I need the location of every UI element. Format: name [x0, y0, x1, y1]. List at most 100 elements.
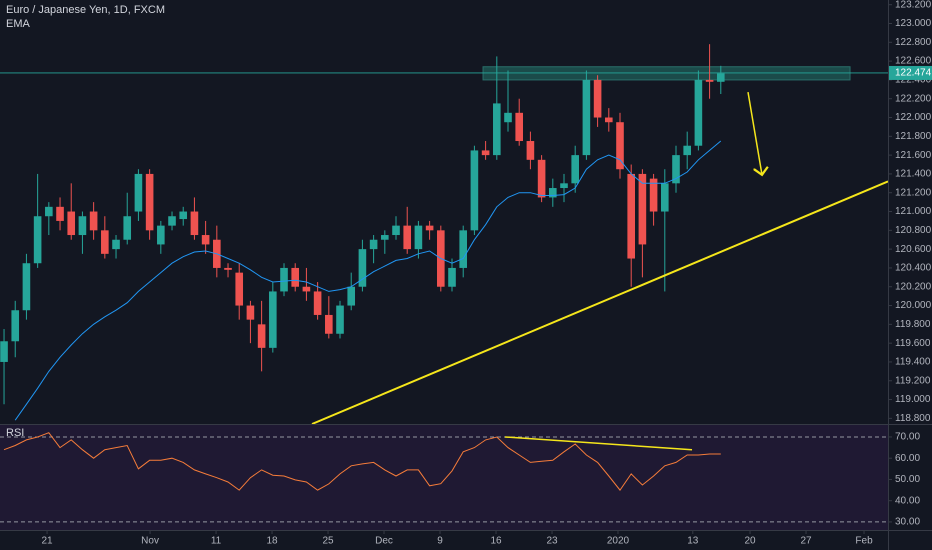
y-tick-label: 40.00 — [895, 495, 920, 506]
candle-body — [101, 230, 109, 254]
y-tick-label: 120.200 — [895, 281, 932, 292]
price-pane — [0, 44, 888, 424]
x-tick-label: 23 — [546, 536, 558, 547]
candle-body — [627, 173, 635, 259]
candle-body — [582, 79, 591, 156]
y-tick-label: 119.800 — [895, 319, 931, 330]
candle-body — [291, 267, 300, 287]
x-tick-label: Dec — [375, 536, 393, 547]
y-tick-label: 119.200 — [895, 375, 931, 386]
y-tick-label: 30.00 — [895, 517, 920, 528]
chart-title: Euro / Japanese Yen, 1D, FXCM — [6, 4, 165, 16]
candle-body — [123, 216, 132, 240]
y-tick-label: 120.800 — [895, 225, 932, 236]
candle-body — [649, 178, 658, 212]
candle-body — [45, 206, 53, 217]
candle-body — [526, 141, 535, 160]
y-tick-label: 121.000 — [895, 206, 932, 217]
candle-body — [504, 112, 512, 123]
x-tick-label: 27 — [800, 536, 812, 547]
candle-body — [145, 173, 154, 231]
x-tick-label: 21 — [41, 536, 53, 547]
y-tick-label: 122.000 — [895, 112, 932, 123]
candle-body — [11, 310, 20, 342]
candle-body — [537, 159, 546, 198]
candle-body — [302, 286, 311, 292]
candle-body — [0, 341, 8, 362]
candle-body — [67, 211, 76, 236]
x-tick-label: 13 — [687, 536, 699, 547]
candle-body — [593, 79, 602, 118]
candle-body — [56, 206, 64, 221]
candle-body — [157, 225, 165, 245]
candle-body — [448, 267, 456, 287]
candle-body — [112, 239, 120, 250]
candle-body — [694, 79, 703, 146]
candle-body — [22, 263, 31, 311]
candle-body — [470, 150, 479, 231]
y-tick-label: 120.600 — [895, 244, 932, 255]
candle-body — [403, 225, 412, 250]
y-tick-label: 121.200 — [895, 187, 932, 198]
x-tick-label: 11 — [211, 536, 222, 547]
candle-body — [347, 286, 356, 306]
candle-body — [683, 145, 691, 156]
y-tick-label: 123.200 — [895, 0, 932, 10]
candle-body — [168, 216, 176, 226]
candle-body — [246, 305, 255, 320]
candle-body — [313, 291, 322, 315]
candle-body — [549, 188, 557, 198]
x-tick-label: Feb — [855, 536, 873, 547]
rsi-pane — [0, 424, 888, 530]
trend-line — [311, 180, 888, 424]
y-tick-label: 122.800 — [895, 37, 932, 48]
arrow — [747, 92, 762, 175]
candle-body — [571, 155, 580, 184]
candle-body — [336, 305, 344, 334]
y-tick-label: 122.400 — [895, 75, 932, 86]
candle-body — [560, 183, 568, 189]
y-tick-label: 120.400 — [895, 263, 932, 274]
divergence-line — [504, 436, 693, 451]
y-tick-label: 50.00 — [895, 474, 920, 485]
last-price-label: 122.474 — [895, 68, 932, 79]
y-tick-label: 120.000 — [895, 300, 932, 311]
y-tick-label: 122.200 — [895, 93, 932, 104]
candle-body — [604, 117, 613, 123]
candle-body — [493, 103, 501, 156]
rsi-title: RSI — [6, 427, 24, 439]
candle-body — [190, 211, 199, 236]
x-tick-label: 16 — [490, 536, 502, 547]
candle-body — [33, 216, 42, 264]
candle-body — [280, 267, 288, 292]
candle-body — [257, 324, 266, 348]
y-tick-label: 121.600 — [895, 150, 932, 161]
y-tick-label: 119.400 — [895, 357, 931, 368]
candle-body — [78, 216, 87, 236]
y-tick-label: 118.800 — [895, 413, 931, 424]
candle-body — [369, 239, 378, 250]
candle-body — [616, 122, 624, 170]
x-tick-label: 2020 — [607, 536, 630, 547]
y-tick-label: 119.000 — [895, 394, 931, 405]
y-tick-label: 121.400 — [895, 169, 932, 180]
rsi-plot — [0, 432, 888, 523]
candle-body — [201, 235, 210, 245]
last-price-tag — [889, 65, 932, 80]
y-tick-label: 60.00 — [895, 453, 920, 464]
y-tick-label: 70.00 — [895, 432, 920, 443]
ema-line — [14, 140, 722, 421]
candle-body — [481, 150, 490, 156]
x-tick-label: 9 — [437, 536, 443, 547]
candle-body — [660, 183, 669, 212]
y-tick-label: 121.800 — [895, 131, 932, 142]
candle-body — [705, 79, 714, 82]
candle-body — [425, 225, 434, 231]
candle-body — [459, 230, 468, 268]
candle-body — [179, 211, 188, 220]
rsi-line — [3, 432, 721, 491]
y-tick-label: 123.000 — [895, 18, 932, 29]
